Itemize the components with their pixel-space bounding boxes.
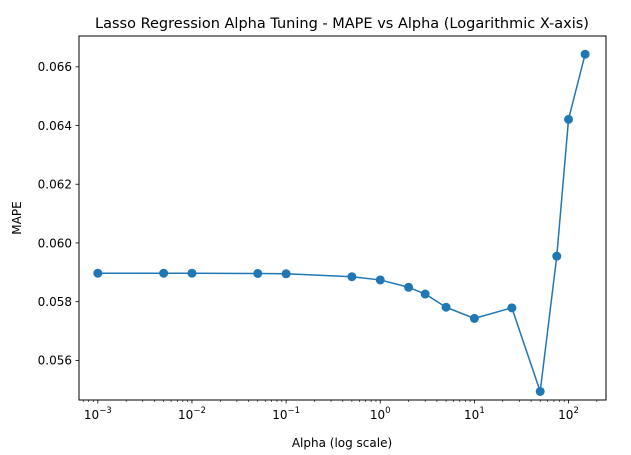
data-point-marker — [535, 386, 545, 396]
data-point-marker — [347, 272, 357, 282]
data-point-marker — [420, 289, 430, 299]
x-tick-label: 102 — [558, 406, 579, 422]
y-tick-label: 0.058 — [38, 295, 72, 309]
x-tick-label: 10−2 — [178, 406, 206, 422]
mape-series-line — [97, 54, 586, 393]
data-point-marker — [469, 313, 479, 323]
x-tick-label: 10−1 — [272, 406, 300, 422]
data-point-marker — [580, 49, 590, 59]
y-tick-label: 0.064 — [38, 119, 72, 133]
data-point-marker — [253, 268, 263, 278]
y-tick-label: 0.062 — [38, 178, 72, 192]
data-point-marker — [404, 282, 414, 292]
x-tick-label: 101 — [464, 406, 485, 422]
x-axis-title: Alpha (log scale) — [292, 436, 392, 450]
data-point-marker — [93, 268, 103, 278]
plot-area: 10−3 10−2 10−1 100 101 102 0.056 0.058 0.060 0.06… — [38, 49, 598, 422]
y-axis-title: MAPE — [10, 201, 24, 234]
plot-frame — [78, 35, 607, 401]
data-point-marker — [375, 275, 385, 285]
data-point-marker — [564, 114, 574, 124]
data-point-marker — [159, 268, 169, 278]
chart-title: Lasso Regression Alpha Tuning - MAPE vs … — [95, 16, 589, 32]
x-tick-label: 10−3 — [84, 406, 112, 422]
data-point-marker — [441, 302, 451, 312]
y-tick-label: 0.056 — [38, 354, 72, 368]
data-point-marker — [187, 268, 197, 278]
y-tick-label: 0.066 — [38, 60, 72, 74]
data-point-marker — [552, 251, 562, 261]
data-point-marker — [507, 303, 517, 313]
y-tick-label: 0.060 — [38, 236, 72, 250]
x-tick-label: 100 — [370, 406, 391, 422]
data-point-marker — [281, 269, 291, 279]
